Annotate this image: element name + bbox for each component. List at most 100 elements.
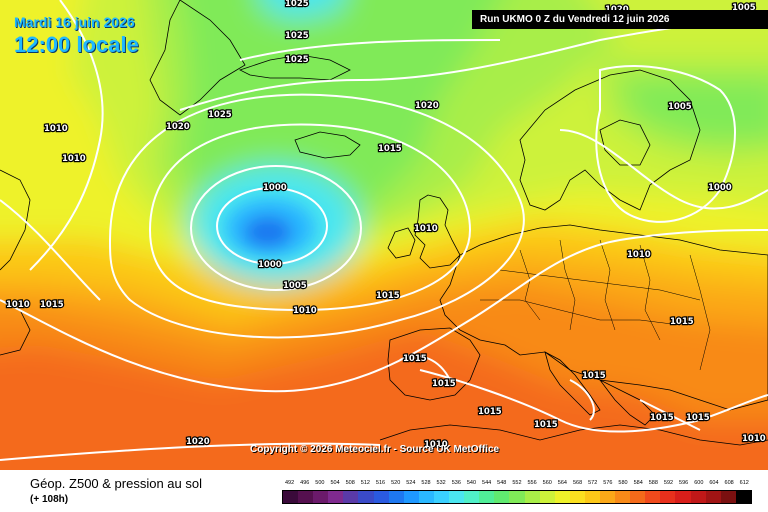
- scale-tick-label: 496: [300, 480, 310, 486]
- isobar-label: 1015: [650, 413, 674, 423]
- isobar-label: 1015: [582, 371, 606, 381]
- scale-swatch: [735, 491, 751, 503]
- scale-swatch: [660, 491, 676, 503]
- scale-tick-label: 556: [527, 480, 537, 486]
- isobar-label: 1010: [62, 154, 86, 164]
- scale-tick-label: 584: [633, 480, 643, 486]
- isobar-label: 1025: [285, 31, 309, 41]
- scale-swatch: [479, 491, 495, 503]
- scale-tick-label: 580: [618, 480, 628, 486]
- scale-tick-label: 516: [375, 480, 386, 486]
- scale-swatch: [358, 491, 374, 503]
- scale-swatch: [403, 491, 419, 503]
- scale-tick-label: 612: [739, 480, 749, 486]
- scale-swatch: [283, 491, 299, 503]
- isobar-label: 1010: [44, 124, 68, 134]
- scale-tick-label: 572: [588, 480, 598, 486]
- scale-tick-label: 608: [724, 480, 734, 486]
- isobar-label: 1015: [403, 354, 427, 364]
- scale-tick-label: 564: [557, 480, 567, 486]
- scale-swatch: [418, 491, 434, 503]
- scale-tick-label: 576: [603, 480, 613, 486]
- scale-swatch: [569, 491, 585, 503]
- isobar-label: 1015: [376, 291, 400, 301]
- isobar-label: 1010: [742, 434, 766, 444]
- coastlines: [0, 0, 768, 446]
- isobar-label: 1015: [686, 413, 710, 423]
- isobar-label: 1015: [40, 300, 64, 310]
- scale-swatch: [494, 491, 510, 503]
- scale-tick-label: 528: [421, 480, 431, 486]
- isobar-label: 1015: [534, 420, 558, 430]
- scale-tick-label: 492: [284, 480, 295, 486]
- isobar-label: 1015: [432, 379, 456, 389]
- scale-tick-label: 604: [709, 480, 719, 486]
- scale-tick-label: 544: [482, 480, 492, 486]
- scale-swatch: [675, 491, 691, 503]
- scale-tick-label: 524: [406, 480, 416, 486]
- isobar-label: 1010: [414, 224, 438, 234]
- scale-tick-label: 532: [436, 480, 446, 486]
- isobar-label: 1000: [258, 260, 282, 270]
- model-run-banner: Run UKMO 0 Z du Vendredi 12 juin 2026: [472, 10, 768, 29]
- scale-swatch: [539, 491, 555, 503]
- scale-swatch: [705, 491, 721, 503]
- scale-tick-label: 592: [663, 480, 674, 486]
- country-borders: [480, 239, 711, 371]
- isobar-label: 1015: [478, 407, 502, 417]
- scale-swatch: [449, 491, 465, 503]
- legend-footer: Géop. Z500 & pression au sol (+ 108h) 49…: [0, 470, 768, 512]
- scale-tick-label: 552: [512, 480, 522, 486]
- isobar-label: 1020: [186, 437, 210, 447]
- forecast-lead-time: (+ 108h): [30, 494, 69, 505]
- scale-tick-label: 536: [451, 480, 461, 486]
- scale-swatch: [720, 491, 736, 503]
- scale-swatch: [328, 491, 344, 503]
- scale-tick-label: 548: [497, 480, 507, 486]
- scale-swatch: [464, 491, 480, 503]
- scale-tick-label: 504: [330, 480, 340, 486]
- scale-tick-label: 588: [648, 480, 658, 486]
- color-scale-swatches: [282, 490, 752, 504]
- scale-swatch: [313, 491, 329, 503]
- forecast-time: 12:00 locale: [14, 32, 139, 57]
- scale-tick-label: 600: [694, 480, 704, 486]
- scale-tick-label: 540: [466, 480, 477, 486]
- scale-swatch: [599, 491, 616, 503]
- isobar-label: 1025: [208, 110, 232, 120]
- isobar-label: 1000: [263, 183, 287, 193]
- color-scale-labels: 492 496 500 504 508 512 516 520 524 528 532 536 540 5…: [282, 478, 752, 488]
- scale-swatch: [615, 491, 631, 503]
- scale-swatch: [373, 491, 389, 503]
- scale-tick-label: 508: [345, 480, 355, 486]
- isobar-label: 1015: [378, 144, 402, 154]
- color-scale: 492 496 500 504 508 512 516 520 524 528 532 536 540 5…: [282, 478, 752, 508]
- isobars: [0, 0, 768, 460]
- isobar-label: 1010: [627, 250, 651, 260]
- parameter-title: Géop. Z500 & pression au sol: [30, 476, 202, 491]
- scale-swatch: [690, 491, 706, 503]
- scale-tick-label: 596: [679, 480, 689, 486]
- scale-tick-label: 560: [542, 480, 552, 486]
- scale-tick-label: 512: [360, 480, 370, 486]
- scale-swatch: [524, 491, 540, 503]
- isobar-label: 1010: [6, 300, 30, 310]
- isobar-label: 1000: [708, 183, 732, 193]
- isobar-label: 1025: [285, 55, 309, 65]
- isobar-label: 1010: [424, 440, 448, 450]
- scale-swatch: [645, 491, 661, 503]
- isobar-label: 1020: [166, 122, 190, 132]
- isobar-label: 1005: [283, 281, 307, 291]
- isobar-label: 1015: [670, 317, 694, 327]
- isobar-label: 1020: [415, 101, 439, 111]
- scale-swatch: [433, 491, 450, 503]
- scale-tick-label: 568: [572, 480, 583, 486]
- scale-swatch: [298, 491, 314, 503]
- scale-swatch: [509, 491, 525, 503]
- scale-swatch: [343, 491, 359, 503]
- pressure-geopotential-map: 1025 1025 1025 1020 1025 1020 1020 1010 …: [0, 0, 768, 470]
- low-pressure-core: [225, 198, 315, 258]
- scale-swatch: [630, 491, 646, 503]
- isobar-label: 1025: [285, 0, 309, 9]
